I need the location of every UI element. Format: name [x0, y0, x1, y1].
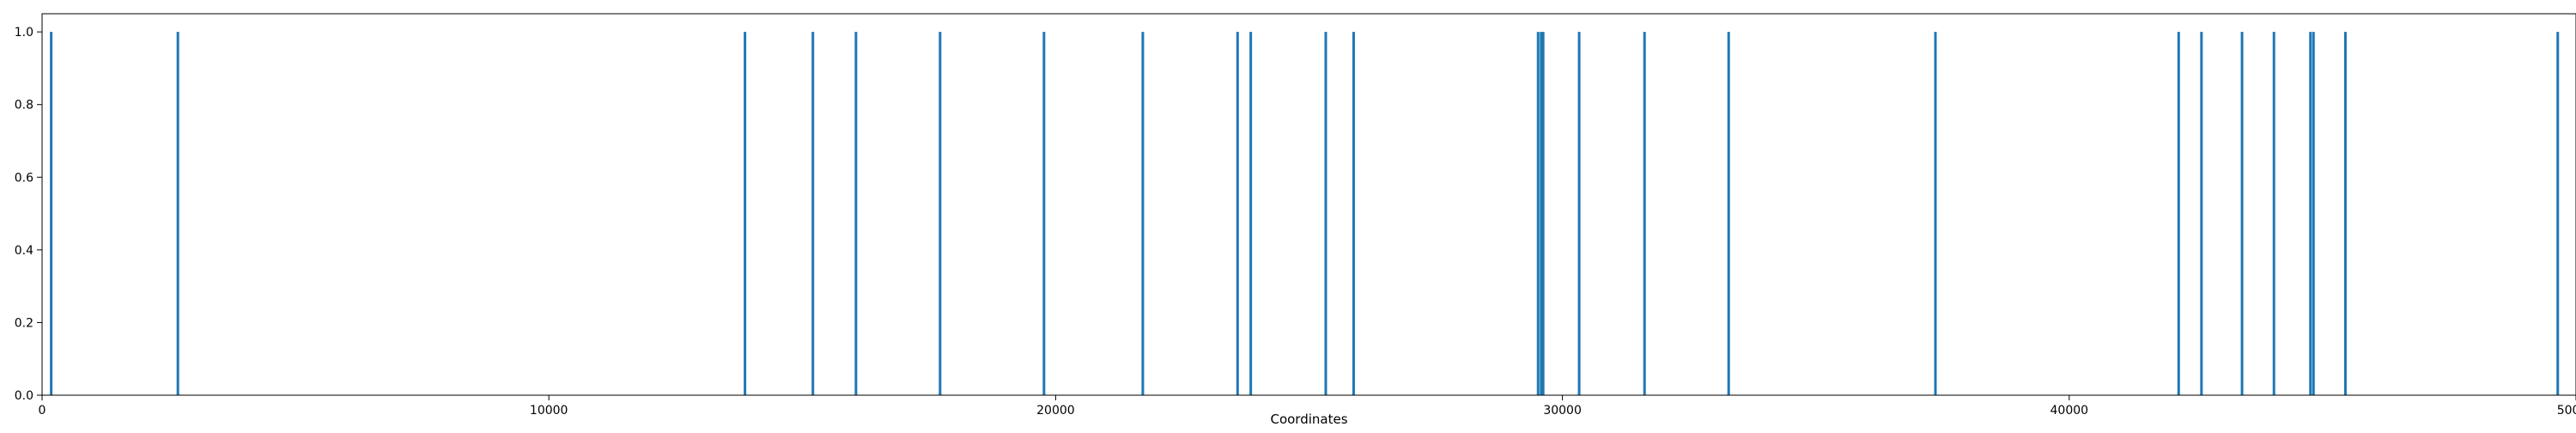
bar — [1934, 32, 1937, 395]
bar — [811, 32, 815, 395]
bar — [2309, 32, 2312, 395]
bar — [939, 32, 942, 395]
bar — [1536, 32, 1540, 395]
bar — [2272, 32, 2275, 395]
x-tick-label: 50000 — [2557, 404, 2576, 418]
bar — [1541, 32, 1545, 395]
x-tick-label: 30000 — [1543, 404, 1582, 418]
y-axis: 0.0 0.2 0.4 0.6 0.8 1.0 — [15, 26, 42, 403]
y-tick-label: 1.0 — [15, 26, 33, 40]
bar — [2177, 32, 2180, 395]
bar — [176, 32, 179, 395]
bar — [1727, 32, 1730, 395]
bar — [50, 32, 53, 395]
bar — [1577, 32, 1581, 395]
bar — [1042, 32, 1046, 395]
bar — [2200, 32, 2203, 395]
bar — [1249, 32, 1253, 395]
bar — [1540, 32, 1543, 395]
bar — [854, 32, 858, 395]
bar — [744, 32, 747, 395]
bar — [2240, 32, 2244, 395]
bar — [2556, 32, 2560, 395]
bars-layer — [50, 32, 2560, 395]
x-axis-label: Coordinates — [1270, 412, 1347, 427]
bar — [1352, 32, 1355, 395]
y-tick-label: 0.0 — [15, 389, 33, 403]
bar — [1643, 32, 1646, 395]
x-tick-label: 40000 — [2050, 404, 2089, 418]
x-tick-label: 20000 — [1036, 404, 1075, 418]
bar — [2312, 32, 2315, 395]
bar — [1236, 32, 1239, 395]
x-axis: 0 10000 20000 30000 40000 50000 — [39, 395, 2576, 418]
x-tick-label: 10000 — [530, 404, 568, 418]
bar — [2343, 32, 2347, 395]
bar — [1141, 32, 1145, 395]
y-tick-label: 0.2 — [15, 316, 33, 330]
y-tick-label: 0.4 — [15, 244, 33, 258]
plot-frame — [41, 13, 2576, 396]
x-tick-label: 0 — [39, 404, 46, 418]
y-tick-label: 0.6 — [15, 171, 33, 185]
y-tick-label: 0.8 — [15, 99, 33, 113]
bar — [1324, 32, 1327, 395]
